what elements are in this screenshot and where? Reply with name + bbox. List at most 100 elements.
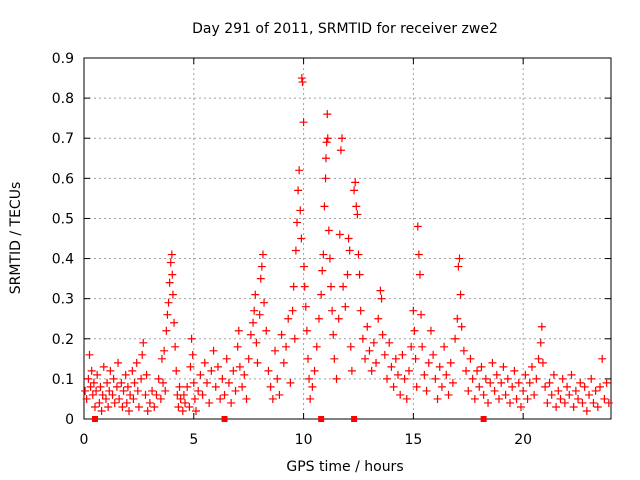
data-point [383, 374, 392, 383]
data-point [431, 374, 440, 383]
data-point [87, 366, 96, 375]
data-point [264, 366, 273, 375]
data-point [411, 354, 420, 363]
data-point [302, 326, 311, 335]
data-point [600, 394, 609, 403]
data-point [396, 390, 405, 399]
data-point [477, 362, 486, 371]
data-point [355, 270, 364, 279]
zero-marker [91, 416, 98, 422]
data-point [516, 402, 525, 411]
data-point [376, 286, 385, 295]
data-point [466, 354, 475, 363]
data-point [260, 298, 269, 307]
data-point [161, 386, 170, 395]
data-point [374, 314, 383, 323]
data-point [552, 402, 561, 411]
data-point [470, 394, 479, 403]
data-point [582, 406, 591, 415]
data-point [332, 374, 341, 383]
data-point [132, 358, 141, 367]
data-point [108, 390, 117, 399]
data-point [353, 210, 362, 219]
data-point [110, 398, 119, 407]
data-point [505, 398, 514, 407]
data-point [275, 390, 284, 399]
data-point [417, 310, 426, 319]
y-tick-label: 0.9 [52, 51, 74, 67]
data-point [341, 302, 350, 311]
data-point [473, 366, 482, 375]
data-point [178, 406, 187, 415]
data-point [125, 406, 134, 415]
data-point [402, 394, 411, 403]
data-point [218, 374, 227, 383]
y-tick-label: 0.5 [52, 211, 74, 227]
data-point [303, 354, 312, 363]
data-point [235, 362, 244, 371]
data-point [187, 334, 196, 343]
data-point [255, 310, 264, 319]
data-point [321, 154, 330, 163]
data-point [138, 350, 147, 359]
data-point [277, 330, 286, 339]
data-point [279, 358, 288, 367]
data-point [170, 318, 179, 327]
data-point [251, 290, 260, 299]
data-point [185, 402, 194, 411]
data-point [139, 338, 148, 347]
data-point [486, 378, 495, 387]
data-point [246, 330, 255, 339]
data-point [327, 282, 336, 291]
x-tick-label: 5 [189, 432, 198, 448]
data-points [81, 74, 613, 415]
data-point [508, 382, 517, 391]
data-point [365, 346, 374, 355]
data-point [159, 378, 168, 387]
data-point [354, 250, 363, 259]
data-point [209, 346, 218, 355]
data-point [171, 342, 180, 351]
data-point [578, 398, 587, 407]
data-point [305, 374, 314, 383]
axis-ticks [83, 57, 611, 420]
data-point [330, 354, 339, 363]
data-point [497, 378, 506, 387]
data-point [240, 370, 249, 379]
data-point [456, 290, 465, 299]
data-point [429, 350, 438, 359]
data-point [312, 342, 321, 351]
data-point [543, 398, 552, 407]
data-point [168, 270, 177, 279]
data-point [128, 366, 137, 375]
data-point [242, 394, 251, 403]
data-point [282, 342, 291, 351]
data-point [289, 282, 298, 291]
data-point [479, 390, 488, 399]
data-point [213, 362, 222, 371]
data-point [398, 350, 407, 359]
data-point [99, 362, 108, 371]
x-tick-label: 20 [514, 432, 532, 448]
data-point [112, 382, 121, 391]
data-point [114, 358, 123, 367]
data-point [298, 78, 307, 87]
data-point [122, 398, 131, 407]
data-point [295, 166, 304, 175]
x-axis-label: GPS time / hours [286, 459, 403, 475]
data-point [437, 382, 446, 391]
data-point [104, 402, 113, 411]
data-point [85, 350, 94, 359]
y-axis-label: SRMTID / TECUs [8, 182, 24, 295]
zero-marker [480, 416, 487, 422]
data-point [541, 382, 550, 391]
data-point [455, 254, 464, 263]
data-point [186, 362, 195, 371]
data-point [234, 326, 243, 335]
chart-title: Day 291 of 2011, SRMTID for receiver zwe… [192, 21, 498, 37]
data-point [252, 338, 261, 347]
data-point [176, 394, 185, 403]
data-point [256, 274, 265, 283]
x-tick-label: 15 [404, 432, 422, 448]
